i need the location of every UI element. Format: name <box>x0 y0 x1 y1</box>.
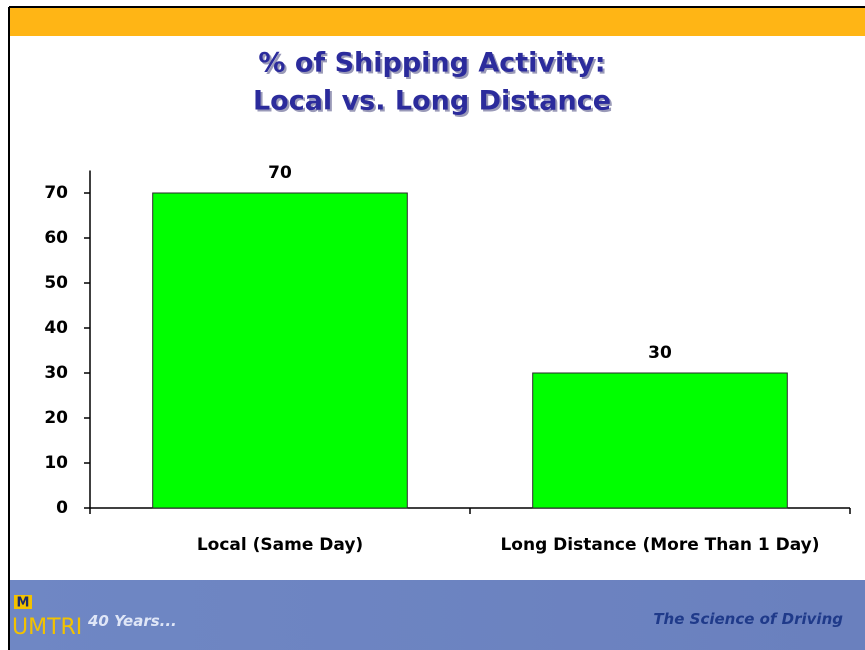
y-tick-label: 30 <box>44 363 68 383</box>
chart-title: % of Shipping Activity: <box>258 48 605 79</box>
chart-subtitle: Local vs. Long Distance <box>253 86 611 117</box>
bar <box>532 372 788 509</box>
bar <box>152 192 408 509</box>
footer-band <box>10 580 865 650</box>
logo-block <box>14 595 32 609</box>
tagline-left: 40 Years... <box>88 612 177 630</box>
y-tick-label: 70 <box>44 183 68 203</box>
subtitle-shadow: Local vs. Long Distance <box>255 88 613 119</box>
y-tick-label: 50 <box>44 273 68 293</box>
top-band <box>10 8 865 36</box>
y-tick-label: 60 <box>44 228 68 248</box>
logo-letter: M <box>17 596 30 611</box>
x-tick-label: Long Distance (More Than 1 Day) <box>500 535 820 555</box>
tagline-right: The Science of Driving <box>653 610 843 628</box>
value-label: 70 <box>268 163 292 183</box>
y-tick-label: 40 <box>44 318 68 338</box>
y-tick-label: 0 <box>56 498 68 518</box>
logo: UMTRI <box>12 615 82 640</box>
y-tick-label: 10 <box>44 453 68 473</box>
y-tick-label: 20 <box>44 408 68 428</box>
x-tick-label: Local (Same Day) <box>196 535 364 555</box>
title-shadow: % of Shipping Activity: <box>260 50 607 81</box>
value-label: 30 <box>648 343 672 363</box>
